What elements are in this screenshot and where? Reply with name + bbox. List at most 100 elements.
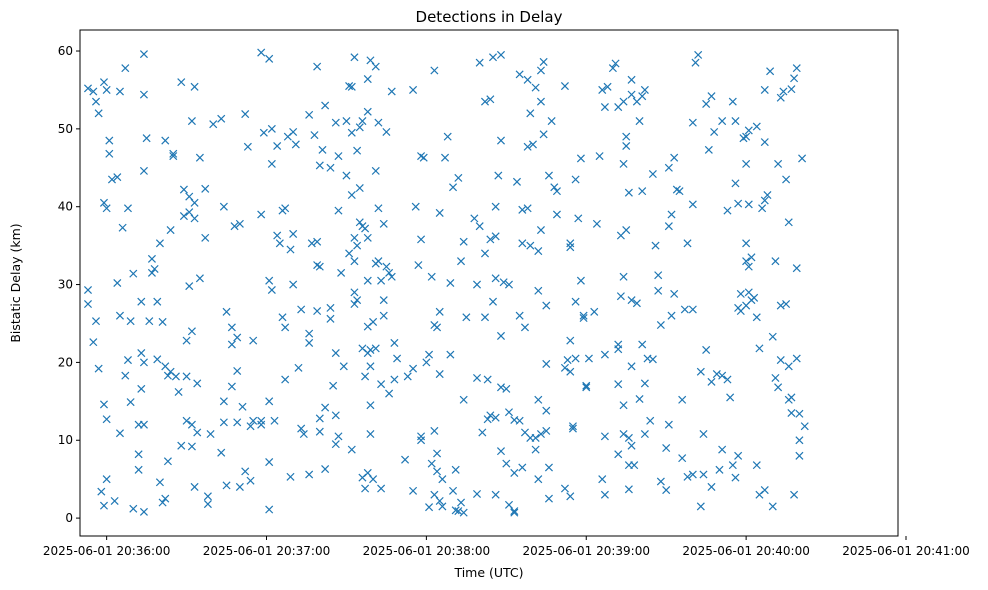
data-point	[409, 85, 418, 94]
data-point	[568, 424, 577, 433]
data-point	[614, 345, 623, 354]
data-point	[640, 379, 649, 388]
data-point	[518, 239, 527, 248]
data-point	[99, 400, 109, 409]
data-point	[707, 92, 716, 101]
data-point	[179, 212, 188, 221]
data-point	[257, 48, 266, 57]
data-point	[579, 311, 588, 320]
data-point	[366, 429, 375, 439]
data-point	[113, 278, 122, 288]
data-point	[523, 75, 532, 84]
data-point	[377, 484, 386, 493]
data-point	[630, 461, 639, 470]
data-point	[704, 145, 713, 154]
data-point	[246, 422, 255, 431]
data-point	[155, 239, 164, 248]
data-point	[627, 75, 636, 84]
data-point	[121, 64, 130, 73]
data-point	[648, 355, 657, 364]
data-point	[363, 107, 372, 116]
y-tick-label: 50	[58, 122, 73, 136]
data-point	[361, 224, 370, 233]
data-point	[784, 362, 793, 371]
data-point	[353, 241, 362, 250]
data-point	[547, 117, 556, 126]
data-point	[726, 393, 735, 402]
data-point	[217, 114, 226, 123]
data-point	[582, 381, 591, 390]
data-point	[201, 184, 210, 193]
data-point	[291, 140, 300, 149]
data-point	[241, 467, 250, 476]
data-point	[694, 50, 703, 59]
data-point	[267, 285, 276, 295]
y-tick-label: 60	[58, 44, 73, 58]
data-point	[534, 247, 543, 256]
data-point	[118, 223, 127, 232]
data-point	[177, 78, 186, 87]
data-point	[758, 204, 767, 213]
data-point	[624, 433, 633, 442]
data-point	[315, 161, 324, 170]
data-point	[363, 276, 372, 285]
data-point	[182, 372, 191, 381]
data-point	[318, 145, 327, 154]
data-point	[622, 132, 631, 141]
data-point	[113, 173, 122, 182]
data-point	[219, 202, 228, 211]
data-point	[115, 311, 124, 320]
data-point	[222, 481, 231, 490]
data-point	[744, 126, 753, 135]
data-point	[528, 140, 537, 149]
data-point	[486, 411, 495, 420]
data-point	[233, 333, 242, 342]
data-point	[635, 117, 644, 126]
data-point	[480, 313, 490, 322]
data-point	[379, 219, 388, 228]
data-point	[137, 297, 146, 306]
data-point	[683, 239, 692, 248]
plot-frame	[79, 29, 899, 537]
data-point	[518, 463, 527, 472]
data-point	[675, 187, 684, 196]
data-point	[334, 206, 343, 215]
data-point	[193, 379, 202, 388]
data-point	[435, 370, 444, 379]
data-point	[377, 276, 386, 285]
data-point	[456, 498, 466, 507]
data-point	[99, 78, 109, 87]
data-point	[782, 299, 791, 309]
data-point	[640, 429, 649, 439]
data-point	[347, 128, 356, 137]
data-point	[430, 66, 439, 75]
data-point	[707, 482, 716, 491]
data-point	[329, 381, 338, 390]
data-point	[387, 272, 396, 281]
data-point	[339, 362, 348, 371]
data-point	[624, 485, 633, 494]
data-point	[126, 398, 135, 407]
data-point	[355, 123, 364, 132]
y-tick-label: 0	[65, 511, 73, 525]
data-point	[779, 87, 788, 96]
data-point	[542, 406, 551, 415]
data-point	[227, 382, 236, 391]
data-point	[425, 503, 434, 512]
data-point	[667, 210, 676, 219]
data-point	[638, 92, 647, 101]
data-point	[233, 418, 242, 427]
data-point	[374, 257, 383, 266]
data-point	[515, 70, 524, 79]
data-point	[584, 354, 593, 363]
data-point	[795, 436, 804, 445]
data-point	[83, 84, 93, 93]
markers	[83, 48, 809, 517]
x-tick-label: 2025-06-01 20:41:00	[842, 544, 969, 558]
data-point	[363, 468, 372, 477]
data-point	[217, 448, 226, 457]
data-point	[139, 420, 148, 429]
data-point	[699, 470, 708, 479]
data-point	[462, 313, 471, 322]
